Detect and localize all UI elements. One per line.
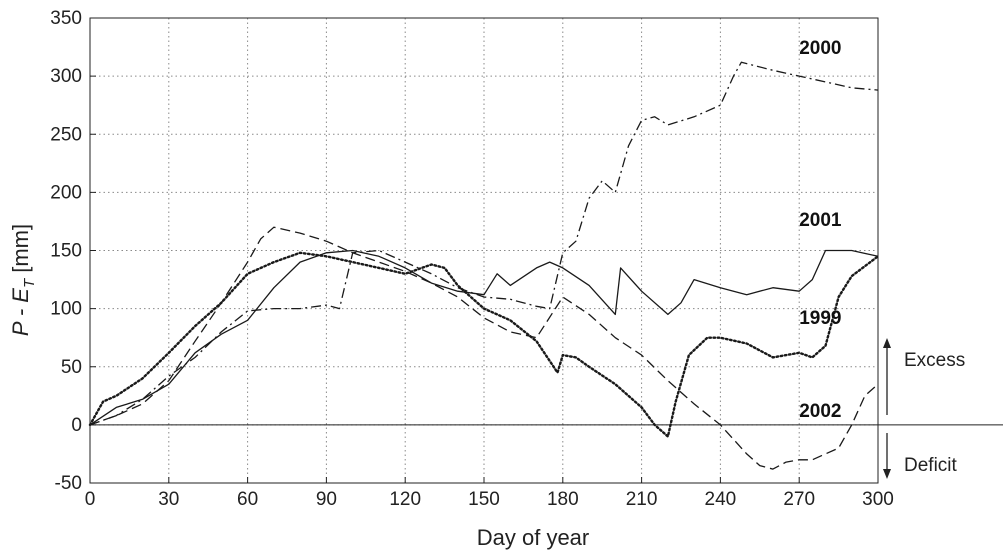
x-tick-label: 0 bbox=[85, 489, 96, 510]
y-tick-label: 200 bbox=[50, 182, 82, 203]
series-label-2002: 2002 bbox=[799, 401, 841, 422]
x-tick-label: 300 bbox=[862, 489, 894, 510]
y-axis-label: P - ET [mm] bbox=[8, 224, 38, 336]
y-tick-label: 250 bbox=[50, 124, 82, 145]
y-axis-ticks: -50 0 50 100 150 200 250 300 350 bbox=[50, 8, 96, 494]
series-line-2001 bbox=[89, 249, 879, 426]
deficit-label: Deficit bbox=[904, 455, 958, 476]
x-axis-ticks: 0 30 60 90 120 150 180 210 240 270 300 bbox=[85, 477, 894, 510]
series-labels: 2000 2001 1999 2002 bbox=[799, 38, 842, 422]
series-label-2000: 2000 bbox=[799, 38, 841, 59]
y-tick-label: 100 bbox=[50, 299, 82, 320]
x-tick-label: 270 bbox=[783, 489, 815, 510]
y-tick-label: 300 bbox=[50, 66, 82, 87]
x-tick-label: 150 bbox=[468, 489, 500, 510]
x-tick-label: 90 bbox=[316, 489, 337, 510]
x-tick-label: 180 bbox=[547, 489, 579, 510]
series-label-1999: 1999 bbox=[799, 308, 841, 329]
x-tick-label: 210 bbox=[626, 489, 658, 510]
y-axis-label-sub: T bbox=[21, 277, 38, 288]
y-tick-label: 50 bbox=[61, 357, 82, 378]
x-tick-label: 240 bbox=[705, 489, 737, 510]
y-tick-label: 150 bbox=[50, 241, 82, 262]
excess-deficit-annotation: Excess Deficit bbox=[883, 338, 965, 479]
x-axis-label: Day of year bbox=[477, 525, 590, 550]
excess-arrowhead bbox=[883, 338, 891, 348]
y-axis-label-main: P - E bbox=[8, 288, 33, 336]
x-tick-label: 120 bbox=[389, 489, 421, 510]
y-tick-label: -50 bbox=[55, 473, 82, 494]
y-tick-label: 350 bbox=[50, 8, 82, 29]
series-label-2001: 2001 bbox=[799, 210, 842, 231]
series-line-1999 bbox=[88, 251, 880, 438]
series-line-2000 bbox=[89, 61, 879, 426]
x-tick-label: 30 bbox=[158, 489, 179, 510]
deficit-arrowhead bbox=[883, 469, 891, 479]
series-group bbox=[88, 61, 880, 470]
series-line-2002 bbox=[89, 226, 879, 470]
y-tick-label: 0 bbox=[71, 415, 82, 436]
grid bbox=[90, 18, 878, 483]
y-axis-label-unit: [mm] bbox=[8, 224, 33, 279]
x-tick-label: 60 bbox=[237, 489, 258, 510]
excess-label: Excess bbox=[904, 350, 965, 371]
